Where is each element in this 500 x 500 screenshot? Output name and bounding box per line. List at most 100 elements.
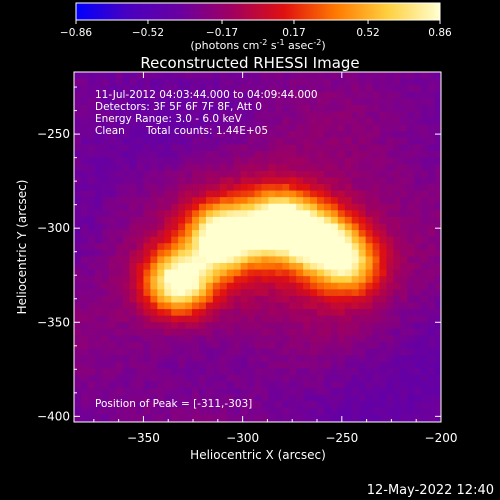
heatmap-cell [185,289,193,297]
heatmap-cell [254,289,262,297]
heatmap-cell [323,118,332,126]
heatmap-cell [358,401,367,409]
heatmap-cell [296,269,304,277]
heatmap-cell [94,157,103,165]
heatmap-cell [87,203,96,211]
heatmap-cell [212,98,221,106]
heatmap-cell [198,230,207,238]
heatmap-cell [351,414,360,422]
heatmap-cell [101,374,110,383]
heatmap-cell [337,177,346,185]
heatmap-cell [254,414,262,422]
heatmap-cell [115,302,124,310]
heatmap-cell [219,91,228,99]
heatmap-cell [323,157,332,165]
heatmap-cell [254,164,262,172]
heatmap-cell [192,269,200,277]
heatmap-cell [157,249,165,257]
heatmap-cell [94,348,103,356]
heatmap-cell [136,368,144,376]
heatmap-cell [344,368,353,376]
heatmap-cell [212,381,221,389]
heatmap-cell [101,282,110,290]
heatmap-cell [199,428,206,435]
heatmap-cell [435,210,441,218]
heatmap-cell [240,164,249,172]
heatmap-cell [289,243,297,251]
heatmap-cell [400,111,408,119]
heatmap-cell [442,322,449,329]
heatmap-cell [115,137,124,145]
heatmap-cell [393,78,401,86]
heatmap-cell [101,131,110,139]
heatmap-cell [351,243,360,251]
heatmap-cell [219,144,228,152]
heatmap-cell [317,374,325,383]
heatmap-cell [414,91,422,99]
heatmap-cell [136,157,144,165]
heatmap-cell [122,157,131,165]
energy-range-text: Energy Range: 3.0 - 6.0 keV [95,113,243,125]
heatmap-cell [351,72,360,80]
heatmap-cell [351,355,360,363]
heatmap-cell [407,157,415,165]
heatmap-cell [95,428,102,435]
heatmap-cell [275,78,283,86]
heatmap-cell [310,401,318,409]
heatmap-cell [74,401,82,409]
heatmap-cell [428,72,436,80]
heatmap-cell [351,368,360,376]
heatmap-cell [94,118,103,126]
heatmap-cell [351,164,360,172]
heatmap-cell [303,309,311,317]
colorbar-tick-label: −0.52 [132,27,164,39]
heatmap-cell [289,210,297,218]
heatmap-cell [317,131,325,139]
heatmap-cell [435,401,441,409]
heatmap-cell [337,164,346,172]
heatmap-cell [198,355,207,363]
heatmap-cell [87,355,96,363]
heatmap-cell [115,78,124,86]
heatmap-cell [337,104,346,113]
heatmap-cell [400,289,408,297]
heatmap-cell [233,137,242,145]
heatmap-cell [379,394,387,402]
heatmap-cell [101,328,110,336]
heatmap-cell [205,203,214,211]
heatmap-cell [198,374,207,383]
heatmap-cell [289,374,297,383]
heatmap-cell [219,111,228,119]
heatmap-cell [87,190,96,198]
heatmap-cell [337,210,346,218]
heatmap-cell [407,355,415,363]
heatmap-cell [171,223,179,231]
heatmap-cell [282,243,290,251]
heatmap-cell [261,223,269,231]
heatmap-cell [192,328,200,336]
heatmap-cell [303,210,311,218]
heatmap-cell [344,374,353,383]
heatmap-cell [157,355,165,363]
heatmap-cell [303,407,311,415]
heatmap-cell [101,197,110,205]
heatmap-cell [379,124,387,132]
heatmap-cell [233,223,242,231]
heatmap-cell [310,256,318,264]
heatmap-cell [233,118,242,126]
heatmap-cell [192,295,200,304]
heatmap-cell [372,328,380,336]
heatmap-cell [372,98,380,106]
heatmap-cell [323,236,332,244]
heatmap-cell [247,223,256,231]
heatmap-cell [171,342,179,350]
heatmap-cell [108,157,117,165]
heatmap-cell [233,91,242,99]
heatmap-cell [330,335,339,343]
heatmap-cell [435,256,441,264]
heatmap-cell [386,322,394,330]
heatmap-cell [282,210,290,218]
heatmap-cell [414,315,422,323]
heatmap-cell [171,295,179,304]
heatmap-cell [372,355,380,363]
